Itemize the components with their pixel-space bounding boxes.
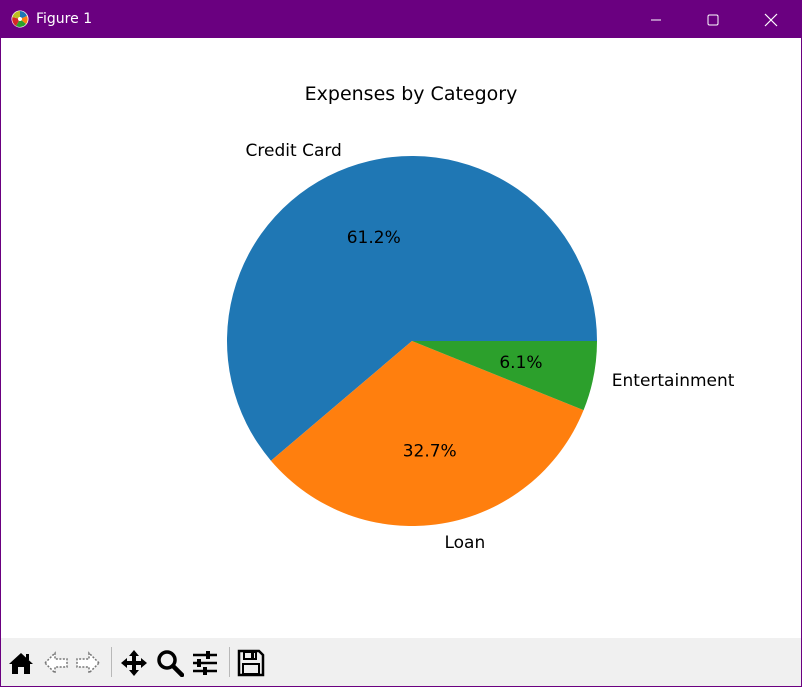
minimize-button[interactable] — [633, 1, 679, 38]
pie-slice — [227, 156, 598, 461]
slice-percent-label: 61.2% — [347, 228, 401, 248]
slice-category-label: Credit Card — [246, 141, 342, 161]
pie-chart: Expenses by Category 61.2% Credit Card 32.… — [227, 83, 735, 553]
home-icon — [9, 653, 33, 674]
pie-slice — [412, 341, 597, 411]
chart-title: Expenses by Category — [305, 83, 518, 105]
forward-arrow-icon — [76, 651, 101, 675]
zoom-icon — [157, 650, 184, 677]
pie-labels: 61.2% Credit Card 32.7% Loan 6.1% Entertainme… — [246, 141, 735, 553]
back-button[interactable] — [41, 648, 71, 678]
configure-subplots-icon — [193, 651, 217, 675]
slice-category-label: Loan — [444, 533, 485, 553]
toolbar-separator — [111, 647, 112, 677]
toolbar-separator — [229, 647, 230, 677]
pan-button[interactable] — [119, 648, 149, 678]
figure-canvas[interactable]: Expenses by Category 61.2% Credit Card 32.… — [1, 38, 801, 638]
pie-slice — [270, 341, 584, 526]
maximize-icon — [707, 14, 719, 25]
close-button[interactable] — [748, 1, 794, 38]
close-icon — [764, 13, 778, 26]
home-button[interactable] — [6, 648, 36, 678]
slice-percent-label: 6.1% — [499, 353, 542, 373]
maximize-button[interactable] — [690, 1, 736, 38]
configure-subplots-button[interactable] — [190, 648, 220, 678]
minimize-icon — [651, 19, 661, 20]
pie-slices — [227, 156, 598, 526]
save-icon — [237, 649, 265, 677]
pan-icon — [121, 650, 147, 676]
slice-percent-label: 32.7% — [403, 442, 457, 462]
navigation-toolbar — [1, 638, 801, 686]
window-title: Figure 1 — [36, 11, 93, 27]
save-button[interactable] — [236, 648, 266, 678]
forward-button[interactable] — [73, 648, 103, 678]
zoom-button[interactable] — [155, 648, 185, 678]
matplotlib-icon — [11, 10, 29, 28]
slice-category-label: Entertainment — [612, 371, 735, 391]
title-bar[interactable]: Figure 1 — [1, 1, 801, 38]
back-arrow-icon — [43, 651, 68, 675]
